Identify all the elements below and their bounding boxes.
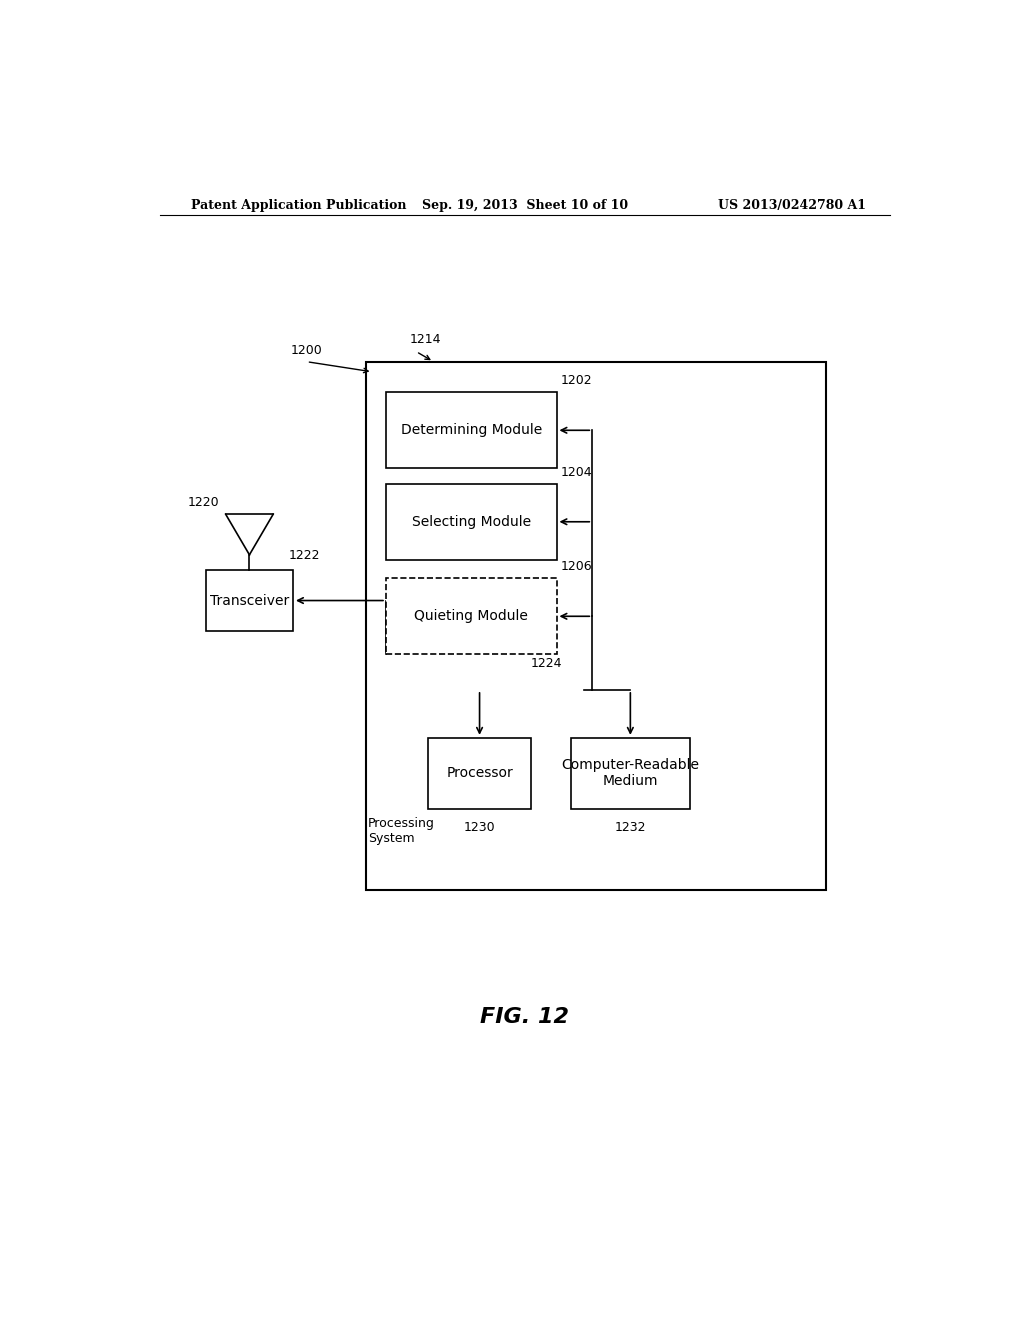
Bar — [206, 570, 293, 631]
Text: 1206: 1206 — [560, 560, 592, 573]
Text: US 2013/0242780 A1: US 2013/0242780 A1 — [718, 198, 866, 211]
Text: 1232: 1232 — [614, 821, 646, 834]
Bar — [428, 738, 531, 809]
Text: 1230: 1230 — [464, 821, 496, 834]
Bar — [386, 578, 557, 655]
Text: 1214: 1214 — [410, 334, 441, 346]
Bar — [386, 483, 557, 560]
Text: 1220: 1220 — [187, 496, 219, 510]
Text: Sep. 19, 2013  Sheet 10 of 10: Sep. 19, 2013 Sheet 10 of 10 — [422, 198, 628, 211]
Text: 1222: 1222 — [289, 549, 321, 562]
Text: 1224: 1224 — [531, 656, 562, 669]
Text: Transceiver: Transceiver — [210, 594, 289, 607]
Text: Computer-Readable
Medium: Computer-Readable Medium — [561, 758, 699, 788]
Bar — [570, 738, 690, 809]
Text: Processing
System: Processing System — [368, 817, 434, 845]
Text: Processor: Processor — [446, 767, 513, 780]
Text: FIG. 12: FIG. 12 — [480, 1007, 569, 1027]
Bar — [386, 392, 557, 469]
Text: Selecting Module: Selecting Module — [412, 515, 530, 529]
Bar — [367, 362, 826, 890]
Text: Quieting Module: Quieting Module — [415, 610, 528, 623]
Text: Determining Module: Determining Module — [400, 424, 542, 437]
Text: Patent Application Publication: Patent Application Publication — [191, 198, 407, 211]
Text: 1202: 1202 — [560, 374, 592, 387]
Text: 1204: 1204 — [560, 466, 592, 479]
Text: 1200: 1200 — [291, 343, 323, 356]
